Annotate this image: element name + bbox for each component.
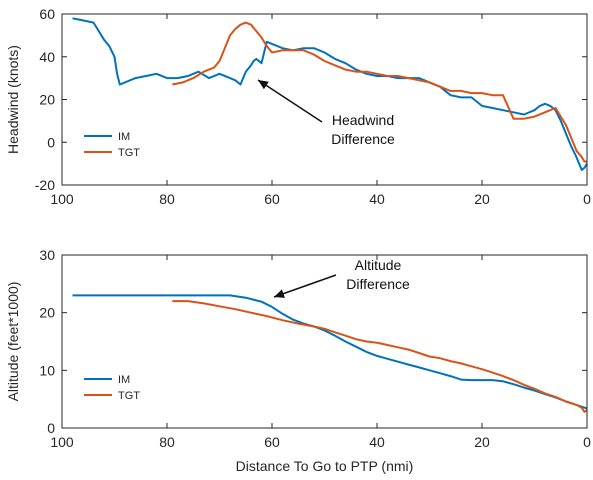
legend-label-tgt: TGT <box>118 390 140 402</box>
annotation-line: Headwind <box>332 112 394 128</box>
y-tick-label: 0 <box>47 134 55 150</box>
y-tick-label: -20 <box>35 177 55 193</box>
series-line-tgt <box>172 300 588 413</box>
x-axis-label: Distance To Go to PTP (nmi) <box>236 458 414 474</box>
y-tick-label: 60 <box>39 6 55 22</box>
y-tick-label: 40 <box>39 49 55 65</box>
x-tick-label: 60 <box>264 434 280 450</box>
legend: IM TGT <box>84 131 140 159</box>
x-tick-label: 40 <box>369 191 385 207</box>
y-tick-label: 10 <box>39 362 55 378</box>
x-tick-label: 0 <box>583 434 591 450</box>
x-tick-label: 100 <box>50 191 74 207</box>
annotation-line: Altitude <box>355 257 402 273</box>
x-tick-label: 20 <box>474 191 490 207</box>
annotation-text: Altitude Difference <box>346 257 410 292</box>
annotation-arrow-shaft <box>273 274 337 298</box>
y-axis-label: Altitude (feet*1000) <box>5 282 21 402</box>
x-tick-label: 0 <box>583 191 591 207</box>
x-tick-label: 60 <box>264 191 280 207</box>
annotation-arrow-head <box>258 80 269 90</box>
annotation-line: Difference <box>346 276 410 292</box>
legend-label-im: IM <box>118 374 130 386</box>
x-tick-label: 20 <box>474 434 490 450</box>
legend: IM TGT <box>84 374 140 402</box>
series-line-im <box>72 17 588 171</box>
x-tick-label: 40 <box>369 434 385 450</box>
axes-frame <box>61 13 588 186</box>
y-axis-label: Headwind (knots) <box>5 45 21 154</box>
annotation-arrow-head <box>274 289 285 298</box>
x-tick-label: 80 <box>159 191 175 207</box>
series-line-tgt <box>172 21 587 163</box>
y-tick-label: 20 <box>39 305 55 321</box>
chart-1: 100 80 60 40 20 0 -20 0 20 40 60 Headwind (knots) IM… <box>5 6 591 207</box>
annotation-line: Difference <box>331 131 395 147</box>
y-tick-label: 0 <box>47 420 55 436</box>
x-tick-label: 100 <box>50 434 74 450</box>
annotation-text: Headwind Difference <box>331 112 395 147</box>
x-tick-label: 80 <box>159 434 175 450</box>
y-tick-label: 20 <box>39 92 55 108</box>
annotation-arrow-shaft <box>257 79 323 123</box>
legend-label-tgt: TGT <box>118 147 140 159</box>
legend-label-im: IM <box>118 131 130 143</box>
y-tick-label: 30 <box>39 247 55 263</box>
series-line-im <box>72 294 588 410</box>
chart-2: 100 80 60 40 20 0 0 10 20 30 Altitude (feet*1000) D… <box>5 247 591 474</box>
axes-frame <box>61 254 588 429</box>
